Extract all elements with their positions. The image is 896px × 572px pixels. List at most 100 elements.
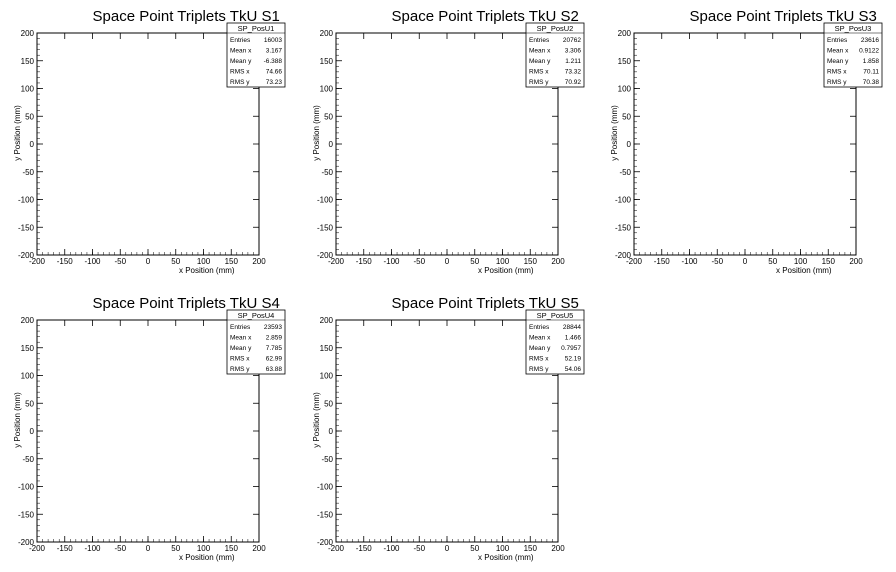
- x-tick-label: 50: [470, 257, 479, 266]
- stats-row-value: 23616: [861, 37, 879, 44]
- stats-box-name: SP_PosU2: [537, 24, 574, 33]
- panel-title: Space Point Triplets TkU S3: [690, 8, 877, 25]
- stats-row-label: RMS x: [230, 69, 250, 76]
- y-tick-label: -100: [317, 196, 334, 205]
- y-axis-label: y Position (mm): [610, 105, 619, 161]
- plot-frame: [36, 32, 260, 256]
- histogram-panel-2: Space Point Triplets TkU S2 -200 -150 -100 -…: [312, 8, 585, 275]
- stats-row-value: 74.66: [266, 69, 283, 76]
- plot-frame: [36, 319, 260, 543]
- x-axis-label: x Position (mm): [478, 266, 534, 275]
- stats-row-label: RMS y: [230, 79, 250, 86]
- x-tick-label: 0: [445, 257, 450, 266]
- histogram-panel-1: Space Point Triplets TkU S1 -200 -150 -100 -…: [13, 8, 286, 275]
- y-tick-label: 50: [25, 112, 34, 121]
- x-tick-label: -150: [356, 257, 373, 266]
- stats-row-value: 3.306: [565, 48, 582, 55]
- stats-row-label: Mean x: [529, 48, 551, 55]
- stats-row-label: RMS x: [529, 69, 549, 76]
- y-tick-label: 0: [627, 140, 632, 149]
- y-tick-label: 50: [324, 112, 333, 121]
- y-tick-label: 0: [329, 140, 334, 149]
- x-tick-label: -100: [383, 257, 400, 266]
- y-axis-label: y Position (mm): [312, 105, 321, 161]
- x-tick-label: -200: [328, 257, 345, 266]
- histogram-panel-3: Space Point Triplets TkU S3 -200 -150 -100 -…: [610, 8, 883, 275]
- y-tick-label: -50: [22, 168, 34, 177]
- stats-row-value: 73.32: [565, 69, 582, 76]
- stats-row-label: Entries: [529, 37, 550, 44]
- y-axis-label: y Position (mm): [13, 105, 22, 161]
- x-tick-label: 0: [743, 257, 748, 266]
- stats-box-name: SP_PosU3: [835, 24, 872, 33]
- histogram-panel-4: Space Point Triplets TkU S4-200 -150 -100-…: [13, 295, 286, 562]
- x-axis-label: x Position (mm): [179, 266, 235, 275]
- x-tick-label: -100: [681, 257, 698, 266]
- y-tick-label: 150: [320, 57, 334, 66]
- y-tick-label: -150: [615, 223, 632, 232]
- stats-row-value: 16003: [264, 37, 282, 44]
- stats-row-label: RMS y: [827, 79, 847, 86]
- y-tick-label: -200: [615, 251, 632, 260]
- stats-row-value: 73.23: [266, 79, 283, 86]
- stats-row-value: 70.11: [863, 69, 879, 76]
- plot-frame: [633, 32, 857, 256]
- x-tick-label: -150: [654, 257, 671, 266]
- stats-row-label: RMS x: [827, 69, 847, 76]
- stats-row-label: Mean y: [827, 58, 849, 65]
- y-tick-label: -100: [18, 196, 35, 205]
- panel-title: Space Point Triplets TkU S1: [93, 8, 280, 25]
- x-tick-label: 50: [768, 257, 777, 266]
- y-tick-label: 100: [320, 85, 334, 94]
- y-tick-label: -150: [18, 223, 35, 232]
- stats-box-frame: [525, 22, 585, 88]
- x-tick-label: 100: [197, 257, 211, 266]
- y-tick-label: -200: [317, 251, 334, 260]
- stats-row-label: Mean y: [529, 58, 551, 65]
- x-tick-label: 150: [524, 257, 538, 266]
- x-tick-label: 100: [496, 257, 510, 266]
- stats-row-value: 1.211: [565, 58, 581, 65]
- plot-frame: [335, 32, 559, 256]
- stats-row-value: 20762: [563, 37, 581, 44]
- y-tick-label: -100: [615, 196, 632, 205]
- y-tick-label: 200: [21, 29, 35, 38]
- stats-row-value: 0.9122: [859, 48, 879, 55]
- stats-box-frame: [226, 22, 286, 88]
- y-tick-label: 100: [618, 85, 632, 94]
- y-tick-label: -200: [18, 251, 35, 260]
- stats-box: SP_PosU1 Entries 16003 Mean x 3.167 Mean y -6.…: [226, 22, 286, 88]
- stats-box-name: SP_PosU1: [238, 24, 275, 33]
- x-tick-label: 0: [146, 257, 151, 266]
- x-tick-label: -200: [626, 257, 643, 266]
- x-tick-label: 150: [822, 257, 836, 266]
- panel-title: Space Point Triplets TkU S4: [93, 295, 280, 312]
- stats-row-label: Mean x: [827, 48, 849, 55]
- y-tick-label: 100: [21, 85, 35, 94]
- stats-box-frame: [823, 22, 883, 88]
- stats-row-label: RMS y: [529, 79, 549, 86]
- stats-row-value: -6.388: [264, 58, 283, 65]
- stats-row-value: 1.858: [863, 58, 880, 65]
- stats-box: SP_PosU2 Entries 20762 Mean x 3.306 Mean y 1.2…: [525, 22, 585, 88]
- stats-box: SP_PosU3 Entries 23616 Mean x 0.9122 Mean y 1.…: [823, 22, 883, 88]
- x-tick-label: -50: [114, 257, 126, 266]
- y-tick-label: 150: [618, 57, 632, 66]
- stats-row-value: 70.38: [863, 79, 880, 86]
- x-tick-label: 150: [225, 257, 239, 266]
- y-tick-label: -50: [619, 168, 631, 177]
- y-tick-label: 200: [320, 29, 334, 38]
- y-tick-label: -150: [317, 223, 334, 232]
- x-tick-label: 200: [849, 257, 863, 266]
- x-axis-label: x Position (mm): [776, 266, 832, 275]
- stats-row-label: Entries: [230, 37, 251, 44]
- y-tick-label: -50: [321, 168, 333, 177]
- x-tick-label: 50: [171, 257, 180, 266]
- stats-row-label: Entries: [827, 37, 848, 44]
- stats-row-value: 70.92: [565, 79, 582, 86]
- y-tick-label: 200: [618, 29, 632, 38]
- x-tick-label: -150: [57, 257, 74, 266]
- stats-row-label: Mean y: [230, 58, 252, 65]
- x-tick-label: -50: [413, 257, 425, 266]
- x-tick-label: 200: [252, 257, 266, 266]
